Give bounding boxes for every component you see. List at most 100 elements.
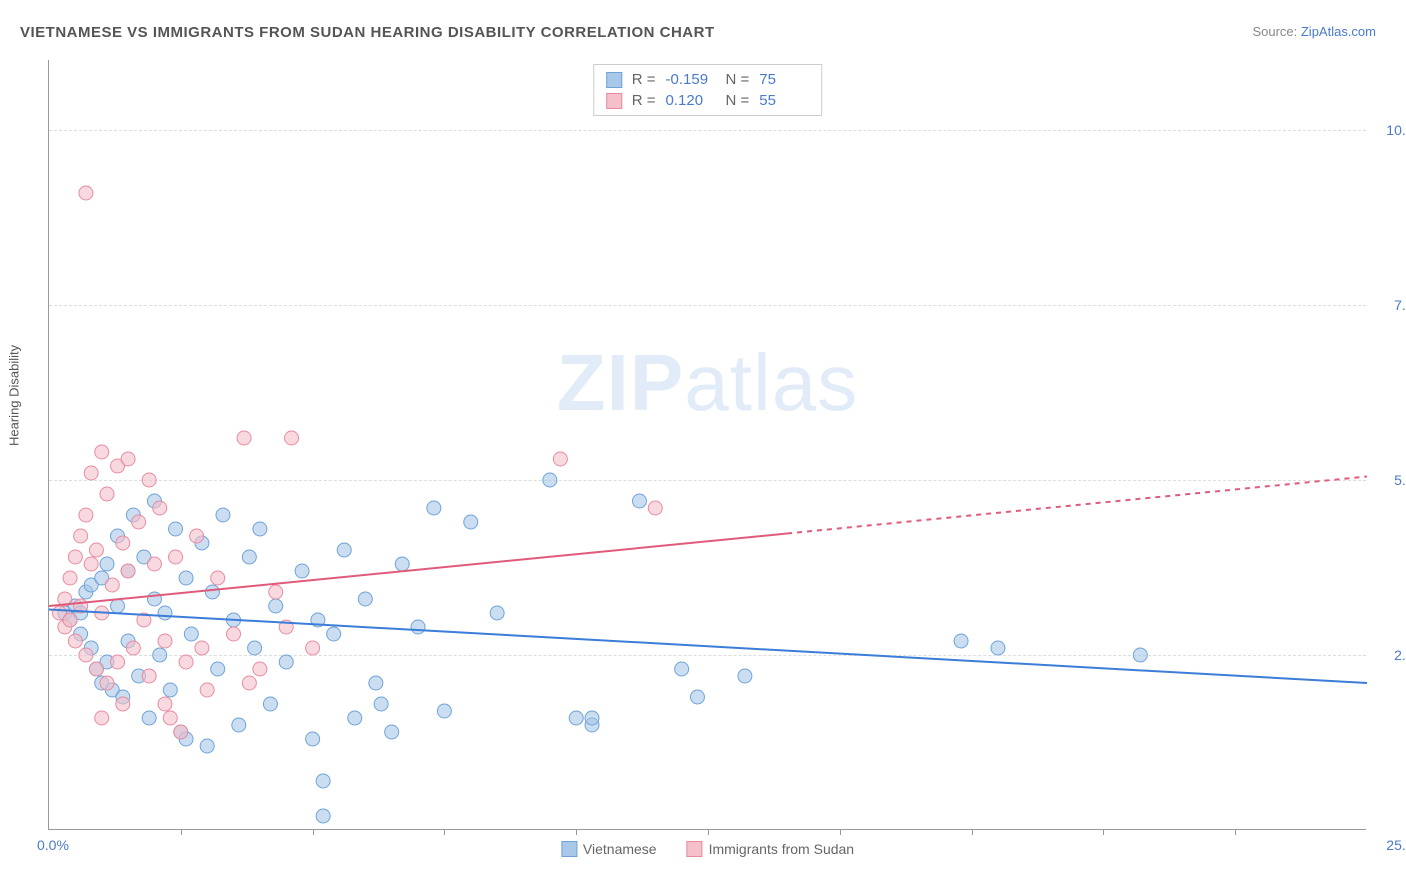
swatch-icon [687,841,703,857]
data-point [269,585,283,599]
stat-label: R = [632,71,656,88]
y-axis-label: Hearing Disability [7,345,22,446]
data-point [232,718,246,732]
data-point [253,662,267,676]
stats-legend-box: R = -0.159 N = 75 R = 0.120 N = 55 [593,64,823,116]
data-point [411,620,425,634]
data-point [242,550,256,564]
x-tick-mark [576,829,577,835]
data-point [991,641,1005,655]
legend-label: Vietnamese [583,841,657,857]
stat-label: N = [726,71,750,88]
x-tick-mark [708,829,709,835]
data-point [242,676,256,690]
plot-area: ZIPatlas 2.5%5.0%7.5%10.0% 0.0% 25.0% R … [48,60,1366,830]
data-point [79,508,93,522]
x-tick-mark [1235,829,1236,835]
legend-label: Immigrants from Sudan [709,841,855,857]
data-point [316,809,330,823]
x-axis-origin-label: 0.0% [37,837,69,853]
data-point [142,473,156,487]
data-point [95,445,109,459]
data-point [163,711,177,725]
data-point [79,648,93,662]
data-point [100,487,114,501]
data-point [79,186,93,200]
bottom-legend: Vietnamese Immigrants from Sudan [561,841,854,857]
trend-line [49,610,1367,684]
y-tick-label: 7.5% [1394,297,1406,313]
data-point [68,634,82,648]
data-point [184,627,198,641]
data-point [132,515,146,529]
source-link[interactable]: ZipAtlas.com [1301,24,1376,39]
source-prefix: Source: [1252,24,1300,39]
swatch-icon [606,93,622,109]
data-point [179,655,193,669]
data-point [205,585,219,599]
data-point [675,662,689,676]
data-point [316,774,330,788]
data-point [369,676,383,690]
swatch-icon [561,841,577,857]
source-attribution: Source: ZipAtlas.com [1252,24,1376,39]
data-point [153,648,167,662]
data-point [200,683,214,697]
data-point [237,431,251,445]
data-point [427,501,441,515]
data-point [327,627,341,641]
data-point [248,641,262,655]
data-point [385,725,399,739]
data-point [158,606,172,620]
data-point [147,557,161,571]
x-tick-mark [313,829,314,835]
data-point [1133,648,1147,662]
chart-title: VIETNAMESE VS IMMIGRANTS FROM SUDAN HEAR… [20,24,715,41]
swatch-icon [606,72,622,88]
data-point [100,676,114,690]
data-point [63,571,77,585]
data-point [169,522,183,536]
data-point [121,564,135,578]
data-point [174,725,188,739]
data-point [95,711,109,725]
data-point [306,641,320,655]
data-point [227,627,241,641]
trend-line-extrapolated [787,477,1367,534]
stats-row: R = -0.159 N = 75 [606,69,810,90]
stat-n-value: 75 [759,71,809,88]
data-point [253,522,267,536]
data-point [543,473,557,487]
data-point [269,599,283,613]
stat-n-value: 55 [759,92,809,109]
data-point [279,655,293,669]
x-tick-mark [181,829,182,835]
stat-label: R = [632,92,656,109]
data-point [374,697,388,711]
data-point [111,599,125,613]
data-point [738,669,752,683]
data-point [190,529,204,543]
y-tick-label: 5.0% [1394,472,1406,488]
data-point [306,732,320,746]
data-point [195,641,209,655]
stat-r-value: 0.120 [666,92,716,109]
x-tick-mark [1103,829,1104,835]
data-point [121,452,135,466]
data-point [169,550,183,564]
data-point [158,634,172,648]
data-point [116,536,130,550]
data-point [490,606,504,620]
data-point [348,711,362,725]
data-point [163,683,177,697]
legend-item: Immigrants from Sudan [687,841,855,857]
data-point [142,669,156,683]
stats-row: R = 0.120 N = 55 [606,90,810,111]
data-point [690,690,704,704]
data-point [216,508,230,522]
data-point [105,578,119,592]
data-point [153,501,167,515]
data-point [200,739,214,753]
data-point [954,634,968,648]
data-point [437,704,451,718]
